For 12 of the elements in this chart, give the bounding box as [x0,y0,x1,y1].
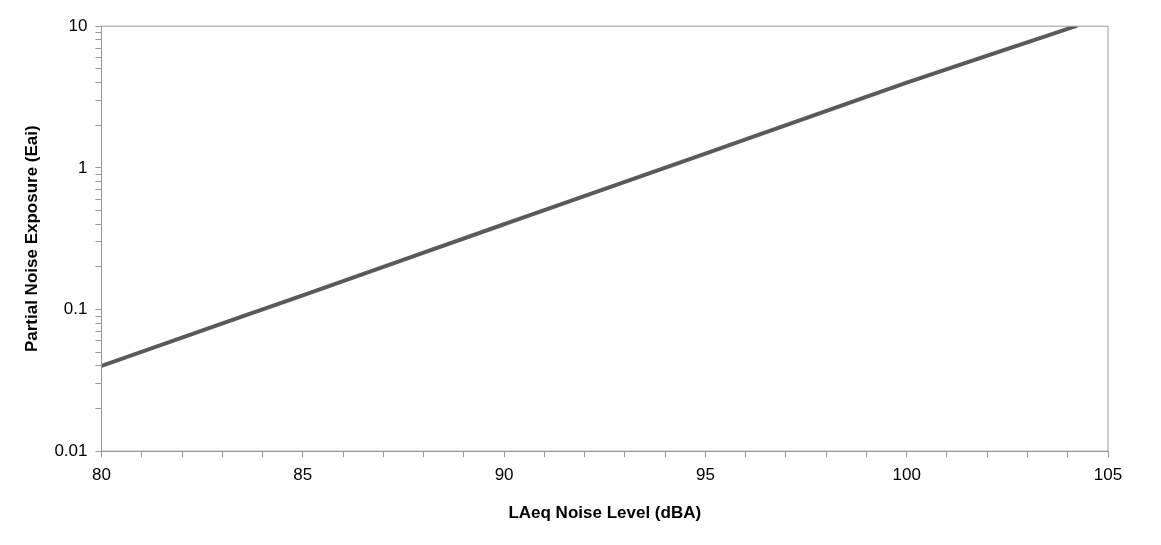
x-tick-label: 80 [92,465,111,485]
x-tick-label: 105 [1093,465,1123,485]
x-tick-label: 100 [892,465,921,485]
y-tick-label: 10 [68,15,88,35]
y-tick-label: 1 [78,157,88,177]
y-tick-label: 0.01 [54,440,88,460]
x-tick-label: 90 [494,465,514,485]
x-axis-title: LAeq Noise Level (dBA) [508,503,702,523]
x-tick-label: 85 [293,465,313,485]
y-axis-title: Partial Noise Exposure (Eai) [21,125,41,353]
x-tick-label: 95 [695,465,715,485]
y-tick-label: 0.1 [63,299,88,319]
